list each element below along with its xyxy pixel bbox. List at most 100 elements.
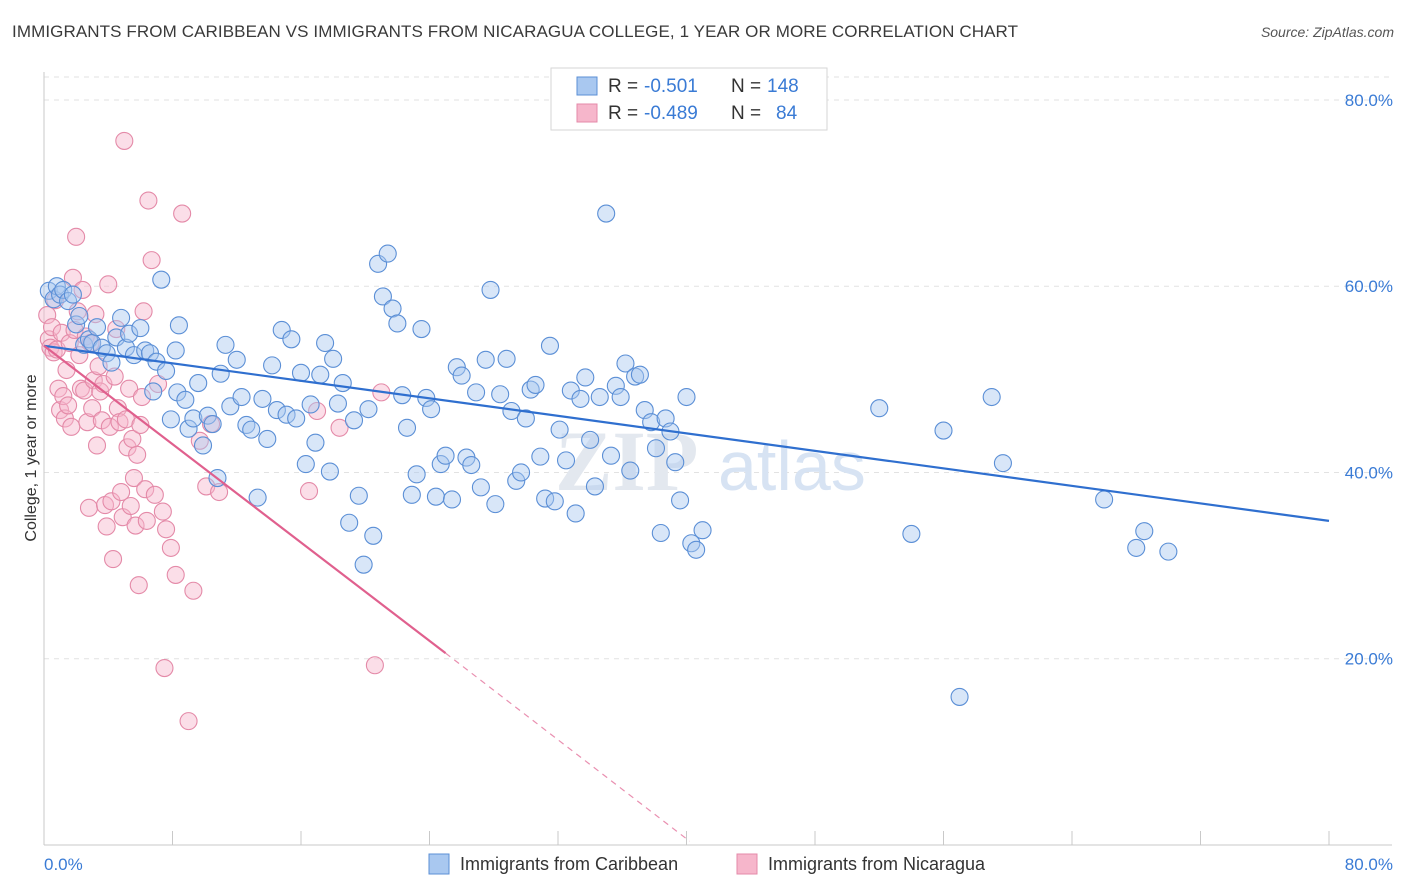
caribbean-point-137 bbox=[693, 521, 712, 540]
nicaragua-point-57 bbox=[129, 576, 148, 595]
y-axis-label: College, 1 year or more bbox=[23, 374, 40, 541]
caribbean-point-86 bbox=[436, 446, 455, 465]
chart-title: IMMIGRANTS FROM CARIBBEAN VS IMMIGRANTS … bbox=[12, 22, 1019, 41]
nicaragua-point-21 bbox=[71, 379, 90, 398]
nicaragua-point-55 bbox=[126, 516, 145, 535]
caribbean-point-67 bbox=[344, 411, 364, 430]
nicaragua-point-80 bbox=[308, 401, 327, 421]
nicaragua-point-73 bbox=[179, 712, 198, 731]
legend-n-label-caribbean: N = bbox=[731, 76, 761, 97]
caribbean-point-122 bbox=[616, 354, 635, 373]
caribbean-point-49 bbox=[258, 429, 277, 448]
nicaragua-point-81 bbox=[330, 418, 349, 437]
nicaragua-point-70 bbox=[161, 538, 180, 557]
caribbean-point-59 bbox=[306, 433, 325, 452]
nicaragua-point-71 bbox=[166, 565, 185, 584]
caribbean-point-87 bbox=[442, 490, 462, 509]
bottom-legend-swatch-caribbean bbox=[428, 853, 450, 875]
caribbean-point-63 bbox=[324, 349, 343, 368]
caribbean-point-123 bbox=[621, 461, 640, 480]
caribbean-point-53 bbox=[277, 405, 296, 424]
nicaragua-point-0 bbox=[38, 306, 57, 325]
caribbean-point-33 bbox=[179, 419, 198, 438]
caribbean-point-133 bbox=[671, 491, 690, 510]
nicaragua-point-37 bbox=[97, 517, 116, 536]
nicaragua-point-79 bbox=[299, 482, 319, 501]
caribbean-point-60 bbox=[311, 365, 330, 384]
caribbean-point-139 bbox=[982, 387, 1001, 407]
caribbean-point-146 bbox=[870, 399, 889, 418]
nicaragua-point-67 bbox=[153, 502, 172, 521]
caribbean-point-78 bbox=[397, 418, 417, 437]
nicaragua-point-25 bbox=[78, 413, 97, 432]
y-tick-labels: 20.0% 40.0% 60.0% 80.0% bbox=[1345, 91, 1393, 669]
caribbean-point-96 bbox=[486, 495, 505, 514]
nicaragua-point-51 bbox=[120, 379, 139, 398]
caribbean-point-35 bbox=[189, 374, 208, 393]
caribbean-point-114 bbox=[576, 368, 595, 387]
caribbean-point-145 bbox=[902, 524, 921, 543]
nicaragua-point-72 bbox=[173, 204, 192, 223]
caribbean-point-100 bbox=[507, 471, 526, 490]
trendline-nicaragua-extension bbox=[445, 652, 691, 842]
watermark-atlas: atlas bbox=[718, 427, 866, 505]
caribbean-point-94 bbox=[476, 350, 495, 369]
nicaragua-point-50 bbox=[118, 438, 137, 457]
caribbean-point-79 bbox=[402, 485, 421, 504]
caribbean-point-129 bbox=[651, 523, 670, 543]
caribbean-point-118 bbox=[597, 204, 616, 223]
legend-r-label-nicaragua: R = bbox=[608, 103, 638, 124]
nicaragua-point-61 bbox=[136, 480, 155, 499]
legend-r-value-nicaragua: -0.489 bbox=[644, 103, 698, 124]
nicaragua-point-26 bbox=[79, 498, 99, 517]
caribbean-point-52 bbox=[272, 320, 291, 340]
nicaragua-point-40 bbox=[102, 492, 121, 511]
caribbean-point-19 bbox=[120, 324, 139, 343]
series-caribbean-points bbox=[39, 204, 1178, 706]
nicaragua-point-10 bbox=[54, 387, 73, 406]
nicaragua-point-63 bbox=[139, 191, 158, 210]
caribbean-point-108 bbox=[545, 492, 564, 511]
nicaragua-point-60 bbox=[134, 302, 153, 321]
nicaragua-point-69 bbox=[157, 520, 176, 539]
caribbean-point-70 bbox=[359, 400, 378, 419]
caribbean-point-76 bbox=[388, 314, 407, 333]
grid-lines bbox=[44, 76, 1392, 660]
caribbean-point-120 bbox=[606, 376, 625, 395]
bottom-legend-label-nicaragua: Immigrants from Nicaragua bbox=[768, 854, 986, 874]
nicaragua-point-28 bbox=[83, 399, 102, 418]
caribbean-point-17 bbox=[112, 308, 131, 327]
caribbean-point-62 bbox=[320, 462, 339, 481]
caribbean-point-29 bbox=[166, 341, 185, 360]
caribbean-point-57 bbox=[296, 455, 315, 474]
watermark: ZIP atlas bbox=[555, 413, 866, 509]
nicaragua-point-54 bbox=[124, 469, 143, 488]
nicaragua-point-42 bbox=[105, 367, 124, 386]
caribbean-point-26 bbox=[152, 270, 171, 289]
caribbean-point-142 bbox=[1135, 522, 1154, 541]
bottom-legend-swatch-nicaragua bbox=[736, 853, 758, 875]
nicaragua-point-29 bbox=[84, 371, 103, 390]
nicaragua-point-41 bbox=[104, 550, 123, 569]
nicaragua-point-48 bbox=[115, 131, 134, 150]
nicaragua-point-64 bbox=[142, 251, 161, 270]
caribbean-point-8 bbox=[70, 306, 89, 326]
caribbean-point-104 bbox=[526, 375, 545, 394]
caribbean-point-141 bbox=[1127, 538, 1146, 557]
nicaragua-point-39 bbox=[100, 417, 119, 436]
caribbean-point-36 bbox=[193, 436, 213, 455]
nicaragua-point-78 bbox=[210, 482, 229, 502]
caribbean-point-140 bbox=[1095, 490, 1114, 509]
caribbean-point-21 bbox=[131, 319, 150, 338]
caribbean-point-85 bbox=[431, 455, 450, 474]
caribbean-point-56 bbox=[291, 363, 311, 382]
x-tick-labels: 0.0% 80.0% bbox=[44, 855, 1393, 874]
caribbean-point-31 bbox=[169, 316, 188, 335]
nicaragua-point-30 bbox=[86, 305, 105, 324]
y-tick-label-1: 40.0% bbox=[1345, 463, 1393, 482]
caribbean-point-13 bbox=[92, 338, 111, 357]
nicaragua-point-74 bbox=[184, 581, 203, 600]
caribbean-point-144 bbox=[993, 454, 1012, 473]
caribbean-point-73 bbox=[373, 287, 392, 306]
caribbean-point-55 bbox=[287, 409, 306, 428]
